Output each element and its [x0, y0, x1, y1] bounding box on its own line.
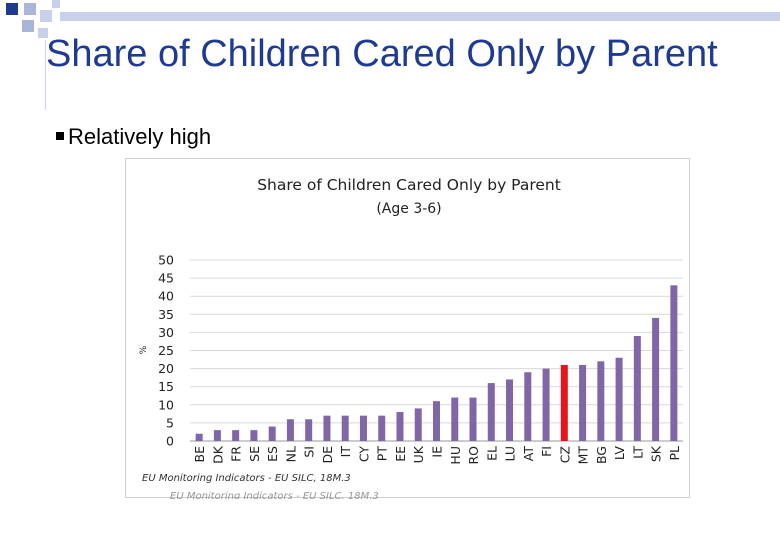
x-tick-label: NL [283, 446, 298, 462]
bar-sk [652, 317, 660, 441]
bar-be [195, 433, 203, 441]
chart-subtitle: (Age 3-6) [376, 201, 441, 217]
decor-vline [45, 40, 46, 110]
y-tick-label: 20 [158, 361, 174, 376]
x-tick-label: ES [265, 446, 280, 462]
x-tick-label: PT [375, 446, 390, 462]
x-tick-label: MT [576, 446, 591, 465]
y-tick-label: 50 [158, 253, 174, 268]
bar-ro [469, 397, 477, 441]
bar-ee [396, 412, 404, 441]
x-tick-label: IE [430, 446, 445, 458]
decor-stripe [60, 12, 780, 21]
x-tick-label: FR [229, 446, 244, 462]
x-tick-label: LT [630, 446, 645, 459]
bar-bg [597, 361, 605, 441]
y-tick-label: 45 [158, 271, 174, 286]
x-tick-label: EE [393, 446, 408, 462]
y-axis-label: % [139, 345, 149, 354]
bar-lu [506, 379, 514, 441]
y-tick-label: 40 [158, 289, 174, 304]
decor-square-3 [40, 10, 52, 22]
y-tick-label: 35 [158, 307, 174, 322]
source-note-echo: EU Monitoring Indicators - EU SILC, 18M.… [170, 491, 379, 499]
x-tick-label: BE [192, 446, 207, 463]
x-tick-label: DK [210, 445, 225, 464]
x-tick-label: SE [247, 446, 262, 462]
x-tick-label: SI [302, 446, 317, 458]
x-tick-label: SK [649, 445, 664, 462]
bar-pt [378, 415, 386, 441]
bar-lt [633, 336, 641, 441]
bar-es [268, 426, 276, 441]
bar-el [487, 383, 495, 441]
bar-fr [232, 430, 240, 441]
bars [195, 285, 678, 441]
bar-se [250, 430, 258, 441]
x-tick-label: DE [320, 446, 335, 464]
bar-cz [560, 364, 568, 441]
bar-chart: Share of Children Cared Only by Parent (… [139, 176, 683, 465]
y-tick-label: 5 [166, 415, 174, 430]
bullet-square-icon [56, 132, 64, 141]
x-tick-label: UK [411, 445, 426, 463]
bar-nl [286, 419, 294, 441]
x-tick-label: PL [667, 446, 682, 461]
x-tick-labels: BE DK FR SE ES NL SI DE IT CY PT EE UK IE HU RO EL LU AT FI… [192, 445, 682, 464]
x-tick-label: CY [356, 446, 371, 463]
decor-square-1 [6, 3, 18, 15]
bar-cy [359, 415, 367, 441]
x-tick-label: CZ [557, 446, 572, 463]
x-tick-label: BG [594, 446, 609, 464]
chart-container: Share of Children Cared Only by Parent (… [125, 158, 690, 498]
y-tick-label: 30 [158, 325, 174, 340]
bar-it [341, 415, 349, 441]
bar-si [305, 419, 313, 441]
y-tick-label: 15 [158, 379, 174, 394]
y-tick-label: 0 [166, 434, 174, 449]
bar-ie [433, 401, 440, 441]
bullet-item: Relatively high [56, 124, 211, 150]
chart-title: Share of Children Cared Only by Parent [257, 176, 561, 194]
y-tick-label: 10 [158, 397, 174, 412]
bar-lv [615, 357, 623, 441]
bar-mt [579, 364, 587, 441]
decor-square-6 [52, 0, 60, 8]
x-tick-label: FI [539, 446, 554, 457]
x-tick-label: HU [448, 446, 463, 465]
bar-fi [542, 368, 550, 441]
bar-dk [213, 430, 221, 441]
bar-pl [670, 285, 678, 441]
y-tick-labels: 0 5 10 15 20 25 30 35 40 45 50 [158, 253, 174, 449]
y-tick-label: 25 [158, 343, 174, 358]
x-tick-label: RO [466, 446, 481, 465]
decor-square-2 [24, 3, 36, 15]
bar-hu [451, 397, 459, 441]
decor-square-4 [22, 20, 34, 32]
x-tick-label: EL [484, 446, 499, 461]
slide-title: Share of Children Cared Only by Parent [46, 33, 718, 75]
source-note: EU Monitoring Indicators - EU SILC, 18M.… [142, 473, 351, 484]
bar-uk [414, 408, 422, 441]
x-tick-label: IT [338, 446, 353, 458]
x-tick-label: LU [503, 446, 518, 462]
bar-de [323, 415, 331, 441]
x-tick-label: LV [612, 446, 627, 461]
bullet-text: Relatively high [68, 124, 212, 149]
decor-square-5 [38, 28, 48, 38]
x-tick-label: AT [521, 446, 536, 462]
bar-at [524, 372, 532, 441]
